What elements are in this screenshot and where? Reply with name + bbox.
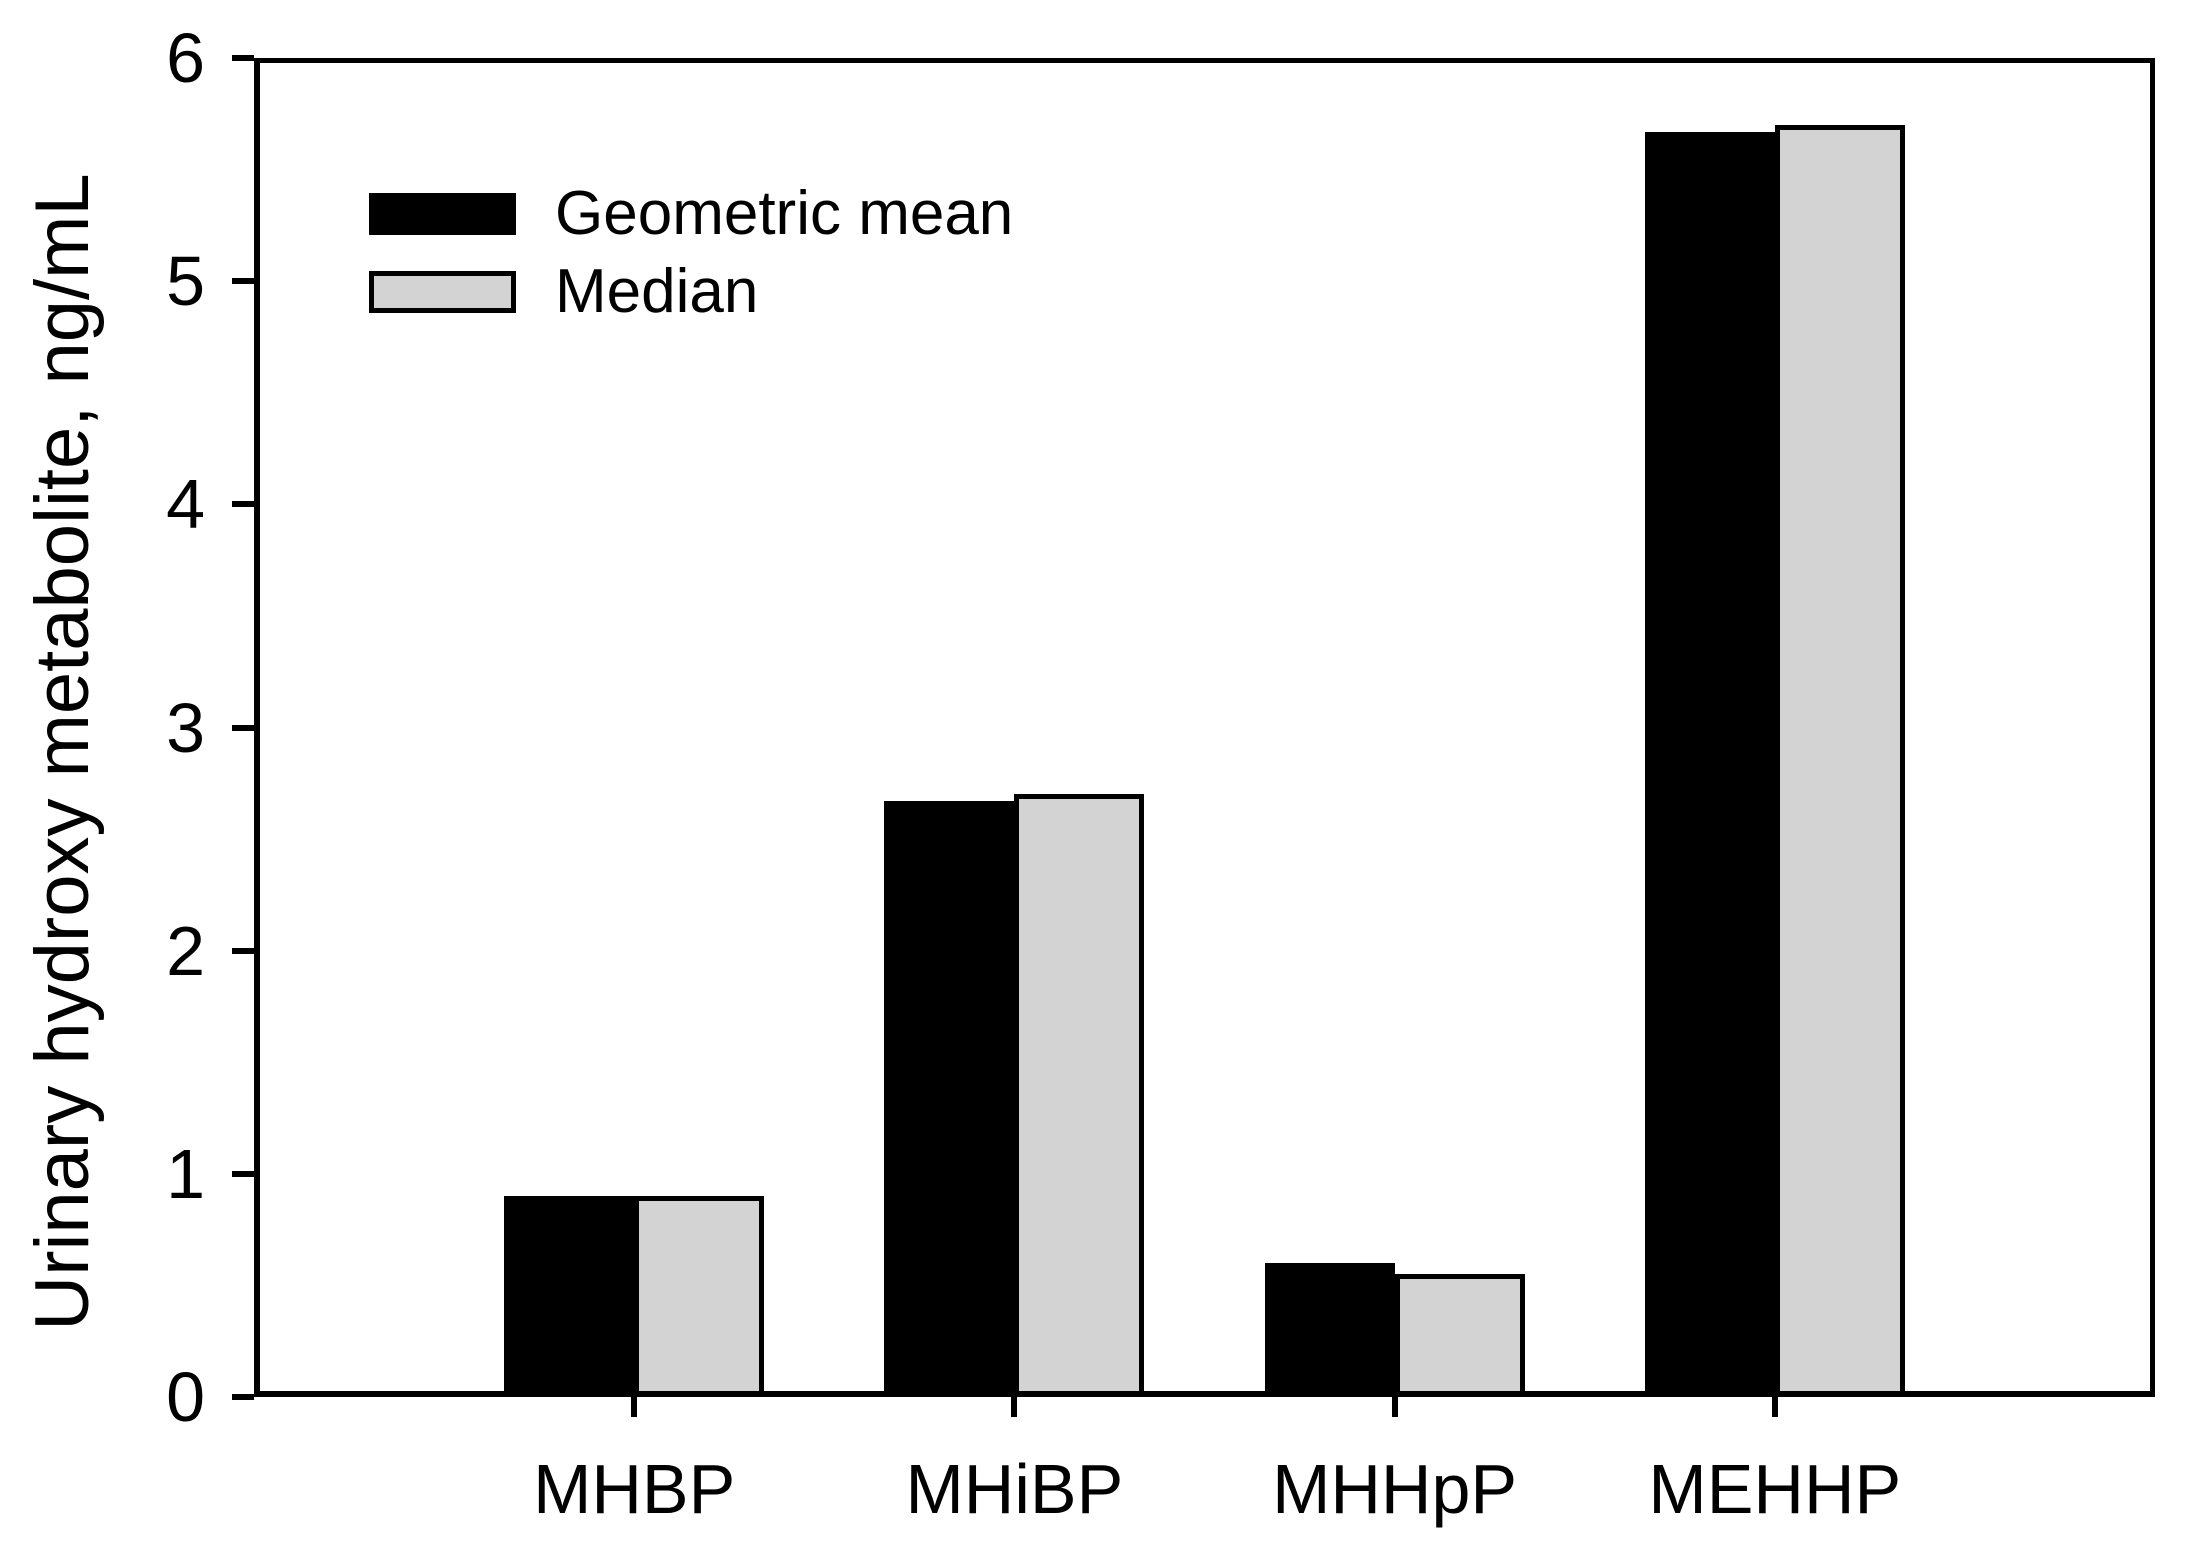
legend-swatch-median	[369, 271, 516, 313]
y-tick-2	[232, 947, 254, 954]
y-tick-label-6: 6	[166, 19, 205, 97]
y-tick-1	[232, 1170, 254, 1177]
x-axis-label-mehhp: MEHHP	[1648, 1450, 1902, 1528]
x-tick-mhbp	[631, 1397, 638, 1417]
legend-item-geometric-mean: Geometric mean	[369, 183, 1013, 245]
x-tick-mhhpp	[1391, 1397, 1398, 1417]
legend-item-median: Median	[369, 261, 758, 323]
bar-mhhpp-median	[1394, 1274, 1525, 1397]
y-tick-label-1: 1	[166, 1134, 205, 1213]
bar-mhbp-median	[634, 1196, 765, 1397]
y-tick-label-4: 4	[166, 465, 205, 544]
bar-mhbp-geometric-mean	[504, 1196, 635, 1397]
legend-label-geometric-mean: Geometric mean	[555, 179, 1014, 248]
y-tick-label-0: 0	[166, 1358, 205, 1436]
x-axis-label-mhbp: MHBP	[533, 1450, 736, 1528]
y-tick-label-2: 2	[166, 911, 205, 990]
x-axis-label-mhhpp: MHHpP	[1272, 1450, 1518, 1528]
bar-mehhp-geometric-mean	[1644, 131, 1775, 1397]
bar-mhibp-geometric-mean	[884, 801, 1015, 1397]
x-axis-label-mhibp: MHiBP	[905, 1450, 1124, 1528]
y-tick-4	[232, 501, 254, 508]
y-tick-label-5: 5	[166, 242, 205, 321]
x-tick-mehhp	[1771, 1397, 1778, 1417]
bar-mhhpp-geometric-mean	[1264, 1263, 1395, 1397]
y-tick-label-3: 3	[166, 688, 205, 767]
legend-label-median: Median	[555, 257, 759, 326]
y-tick-6	[232, 55, 254, 61]
legend-swatch-geometric-mean	[369, 193, 516, 235]
bar-mehhp-median	[1774, 124, 1905, 1397]
y-tick-3	[232, 724, 254, 731]
y-tick-0	[232, 1394, 254, 1400]
bar-mhibp-median	[1014, 794, 1145, 1397]
x-tick-mhibp	[1011, 1397, 1018, 1417]
y-tick-5	[232, 278, 254, 285]
